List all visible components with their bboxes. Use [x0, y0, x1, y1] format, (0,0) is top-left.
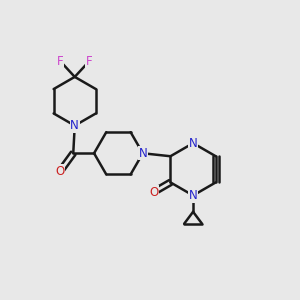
Text: N: N: [189, 189, 197, 202]
Text: N: N: [189, 137, 197, 150]
Text: N: N: [138, 147, 147, 160]
Text: O: O: [55, 165, 64, 178]
Text: N: N: [70, 119, 79, 132]
Text: F: F: [57, 55, 64, 68]
Text: F: F: [86, 55, 92, 68]
Text: O: O: [149, 186, 158, 199]
